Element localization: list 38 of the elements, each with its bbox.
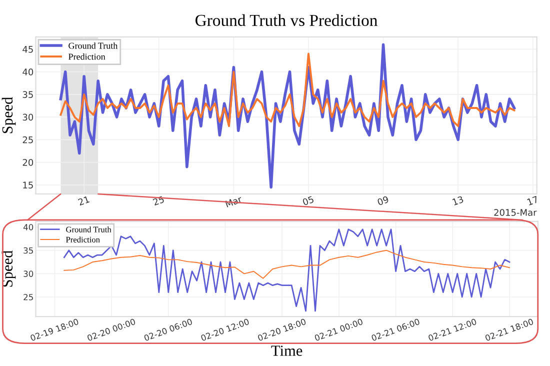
x-tick-label: 02-21 06:00: [371, 318, 420, 342]
text: 2015-Mar: [494, 209, 537, 216]
legend-label: Ground Truth: [68, 42, 118, 49]
y-tick-label: 30: [22, 114, 34, 121]
y-tick-label: 20: [22, 159, 34, 166]
line-series: [64, 250, 510, 279]
x-tick-label: 02-21 12:00: [428, 318, 477, 342]
x-tick-label: 21: [78, 196, 90, 206]
x-tick-label: 05: [302, 196, 314, 206]
x-tick-label: 13: [452, 196, 464, 206]
x-axis-title: Time: [271, 346, 302, 356]
y-tick-label: 35: [22, 91, 33, 98]
x-tick-label: 02-20 06:00: [144, 318, 193, 342]
y-tick-label: 25: [24, 294, 33, 300]
legend-label: Ground Truth: [66, 226, 112, 232]
x-tick-label: 02-20 00:00: [86, 318, 136, 342]
legend-label: Prediction: [66, 236, 100, 242]
y-tick-label: 35: [24, 247, 33, 254]
x-tick-label: 02-20 12:00: [200, 318, 250, 342]
y-tick-label: 25: [22, 136, 33, 144]
line-series: [60, 52, 516, 128]
x-tick-label: 02-19 18:00: [30, 318, 79, 342]
chart-title: Ground Truth vs Prediction: [196, 14, 378, 26]
x-tick-label: 25: [152, 196, 164, 206]
x-tick-label: 17: [527, 196, 538, 206]
y-tick-label: 30: [24, 270, 34, 277]
x-tick-label: 09: [377, 196, 389, 206]
legend-label: Prediction: [68, 53, 106, 60]
y-axis-title: Speed: [2, 250, 16, 287]
x-tick-label: 02-20 18:00: [257, 318, 306, 342]
y-tick-label: 15: [23, 182, 33, 188]
x-tick-label: 02-21 00:00: [314, 318, 364, 342]
x-tick-label: 02-21 18:00: [484, 318, 534, 342]
y-tick-label: 40: [23, 224, 34, 230]
y-axis-title: Speed: [2, 96, 16, 134]
y-tick-label: 40: [22, 68, 34, 76]
line-series: [63, 228, 510, 312]
y-tick-label: 45: [22, 46, 33, 53]
